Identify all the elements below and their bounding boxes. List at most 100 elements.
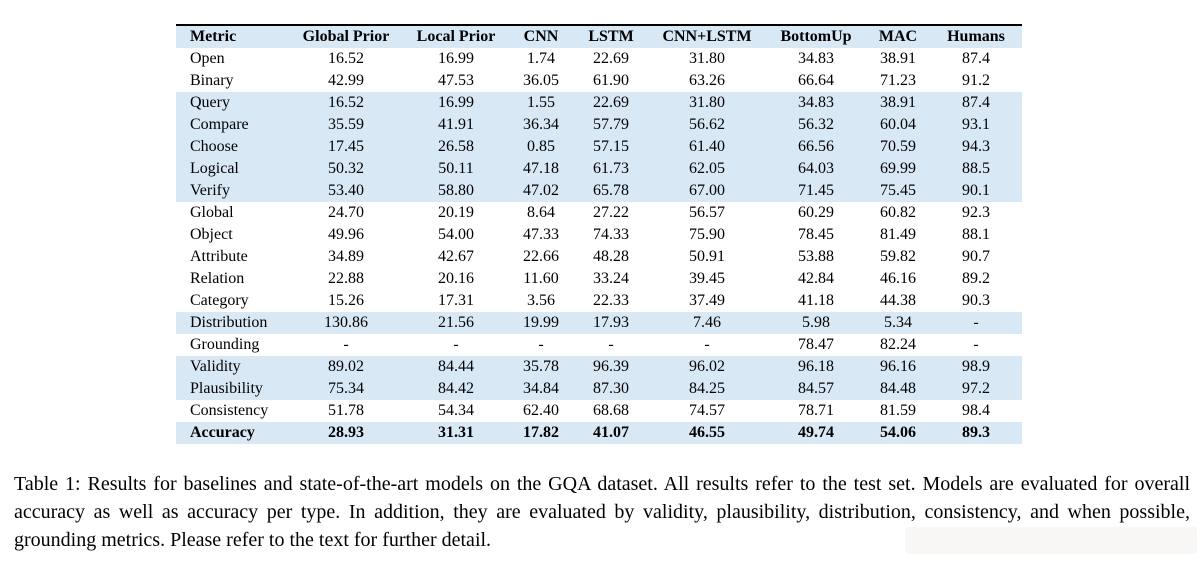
value-cell: 28.93: [328, 424, 364, 441]
value-cell: 20.19: [438, 204, 474, 221]
value-cell: 74.33: [593, 226, 629, 243]
value-cell: 81.49: [880, 226, 916, 243]
results-table-body: Open 16.52 16.99 1.74 22.69 31.80 34.83 38.91 87…: [176, 48, 1022, 444]
value-cell: 50.91: [689, 248, 725, 265]
table-row: Consistency 51.78 54.34 62.40 68.68 74.57 78.7…: [176, 400, 1022, 422]
value-cell: 61.90: [593, 72, 629, 89]
value-cell: 53.88: [798, 248, 834, 265]
value-cell: 15.26: [328, 292, 364, 309]
metric-cell: Plausibility: [190, 380, 263, 397]
metric-cell: Compare: [190, 116, 249, 133]
value-cell: 68.68: [593, 402, 629, 419]
table-row: Validity 89.02 84.44 35.78 96.39 96.02 96.18 96…: [176, 356, 1022, 378]
value-cell: 16.99: [438, 94, 474, 111]
value-cell: 90.1: [962, 182, 990, 199]
table-row: Category 15.26 17.31 3.56 22.33 37.49 41.18 44.…: [176, 290, 1022, 312]
value-cell: 54.06: [880, 424, 916, 441]
column-header-metric: Metric: [190, 28, 237, 45]
value-cell: 88.1: [962, 226, 990, 243]
value-cell: 46.55: [689, 424, 725, 441]
value-cell: 17.93: [593, 314, 629, 331]
value-cell: 16.52: [328, 94, 364, 111]
value-cell: 36.34: [523, 116, 559, 133]
value-cell: 39.45: [689, 270, 725, 287]
value-cell: 0.85: [527, 138, 555, 155]
value-cell: 57.15: [593, 138, 629, 155]
value-cell: 97.2: [962, 380, 990, 397]
value-cell: 49.74: [798, 424, 834, 441]
table-row: Logical 50.32 50.11 47.18 61.73 62.05 64.03 69.…: [176, 158, 1022, 180]
metric-cell: Category: [190, 292, 249, 309]
value-cell: 93.1: [962, 116, 990, 133]
value-cell: 1.74: [527, 50, 555, 67]
value-cell: 60.04: [880, 116, 916, 133]
value-cell: 81.59: [880, 402, 916, 419]
metric-cell: Open: [190, 50, 225, 67]
value-cell: 87.30: [593, 380, 629, 397]
value-cell: 64.03: [798, 160, 834, 177]
value-cell: 16.52: [328, 50, 364, 67]
value-cell: -: [453, 336, 459, 353]
column-header-cnn-lstm: CNN+LSTM: [662, 28, 752, 45]
value-cell: 78.71: [798, 402, 834, 419]
metric-cell: Accuracy: [190, 424, 255, 441]
value-cell: 11.60: [523, 270, 559, 287]
value-cell: 84.25: [689, 380, 725, 397]
value-cell: 3.56: [527, 292, 555, 309]
value-cell: 34.84: [523, 380, 559, 397]
value-cell: 92.3: [962, 204, 990, 221]
table-row: Plausibility 75.34 84.42 34.84 87.30 84.25 84.…: [176, 378, 1022, 400]
value-cell: 63.26: [689, 72, 725, 89]
value-cell: 84.57: [798, 380, 834, 397]
value-cell: 34.83: [798, 94, 834, 111]
value-cell: 56.62: [689, 116, 725, 133]
value-cell: 22.66: [523, 248, 559, 265]
value-cell: 46.16: [880, 270, 916, 287]
results-table: Metric Global Prior Local Prior CNN LSTM…: [176, 24, 1022, 444]
metric-cell: Object: [190, 226, 233, 243]
value-cell: 42.99: [328, 72, 364, 89]
metric-cell: Logical: [190, 160, 239, 177]
metric-cell: Distribution: [190, 314, 268, 331]
value-cell: 88.5: [962, 160, 990, 177]
value-cell: 17.31: [438, 292, 474, 309]
value-cell: 75.90: [689, 226, 725, 243]
value-cell: 89.02: [328, 358, 364, 375]
value-cell: 47.33: [523, 226, 559, 243]
value-cell: 21.56: [438, 314, 474, 331]
value-cell: 69.99: [880, 160, 916, 177]
value-cell: 41.18: [798, 292, 834, 309]
table-caption: Table 1: Results for baselines and state…: [14, 473, 1190, 551]
value-cell: 31.80: [689, 94, 725, 111]
value-cell: 35.78: [523, 358, 559, 375]
table-row: Binary 42.99 47.53 36.05 61.90 63.26 66.64 71.2…: [176, 70, 1022, 92]
value-cell: 50.32: [328, 160, 364, 177]
value-cell: 42.84: [798, 270, 834, 287]
table-row: Compare 35.59 41.91 36.34 57.79 56.62 56.32 60.…: [176, 114, 1022, 136]
value-cell: 71.45: [798, 182, 834, 199]
value-cell: 8.64: [527, 204, 555, 221]
value-cell: 61.73: [593, 160, 629, 177]
value-cell: -: [608, 336, 614, 353]
value-cell: 5.34: [884, 314, 912, 331]
value-cell: 41.91: [438, 116, 474, 133]
table-row: Grounding - - - - - 78.47 82.24 -: [176, 334, 1022, 356]
value-cell: 57.79: [593, 116, 629, 133]
table-header-row: Metric Global Prior Local Prior CNN LSTM…: [176, 26, 1022, 48]
value-cell: 56.57: [689, 204, 725, 221]
results-table-grid: Metric Global Prior Local Prior CNN LSTM…: [176, 26, 1022, 444]
table-row: Attribute 34.89 42.67 22.66 48.28 50.91 53.88 5…: [176, 246, 1022, 268]
value-cell: 49.96: [328, 226, 364, 243]
metric-cell: Relation: [190, 270, 245, 287]
value-cell: -: [343, 336, 349, 353]
value-cell: 19.99: [523, 314, 559, 331]
column-header-humans: Humans: [947, 28, 1005, 45]
metric-cell: Choose: [190, 138, 238, 155]
value-cell: 22.69: [593, 50, 629, 67]
metric-cell: Attribute: [190, 248, 248, 265]
value-cell: 16.99: [438, 50, 474, 67]
table-row: Object 49.96 54.00 47.33 74.33 75.90 78.45 81.4…: [176, 224, 1022, 246]
value-cell: 90.3: [962, 292, 990, 309]
table-row: Distribution 130.86 21.56 19.99 17.93 7.46 5.9…: [176, 312, 1022, 334]
value-cell: 91.2: [962, 72, 990, 89]
